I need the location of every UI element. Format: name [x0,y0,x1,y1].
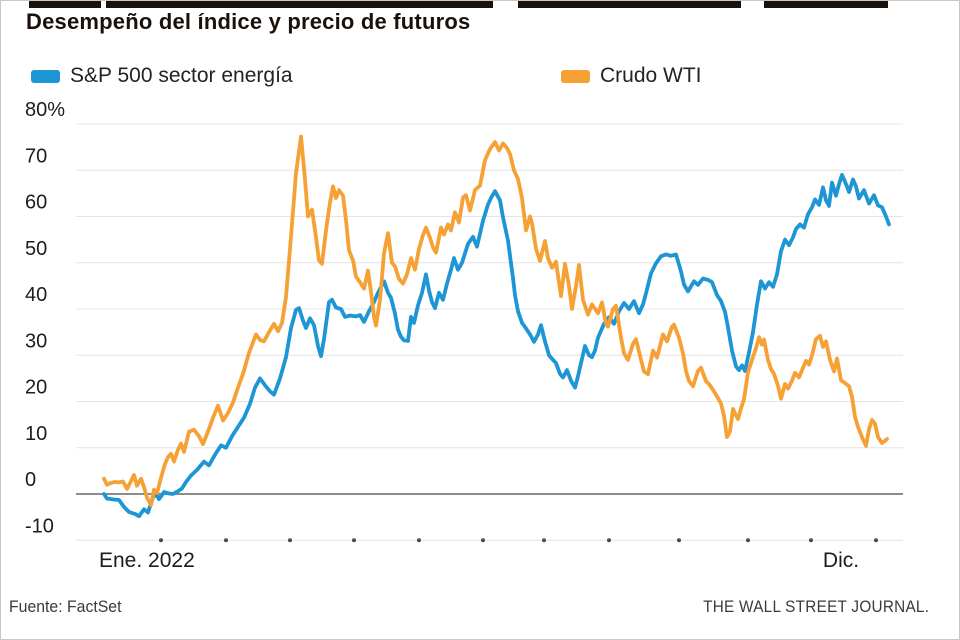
y-axis-tick-label: 40 [25,284,47,306]
x-axis-label-end: Dic. [822,549,860,572]
x-axis-tick-dot [224,538,228,543]
y-axis-tick-label: 80% [25,99,65,121]
y-axis-tick-label: 60 [25,192,47,214]
y-axis-tick-label: 30 [25,330,47,352]
x-axis-tick-dot [352,538,356,543]
legend-label: Crudo WTI [600,64,702,87]
y-axis-tick-label: 20 [25,377,47,399]
x-axis-tick-dot [809,538,813,543]
x-axis-tick-dot [746,538,750,543]
x-axis-tick-dot [874,538,878,543]
series-line-sp500-energy [102,172,891,519]
y-axis-tick-label: -10 [25,515,54,537]
x-axis-tick-dot [677,538,681,543]
legend-swatch-blue-icon [31,69,60,83]
x-axis-tick-dot [542,538,546,543]
wsj-credit: THE WALL STREET JOURNAL. [702,597,929,616]
page-title: Desempeño del índice y precio de futuros [26,9,471,34]
source-note: Fuente: FactSet [9,597,122,616]
legend-label: S&P 500 sector energía [70,64,293,87]
legend-swatch-orange-icon [561,69,590,83]
y-axis-tick-label: 10 [25,423,47,445]
x-axis-tick-dot [481,538,485,543]
x-axis-tick-dot [288,538,292,543]
x-axis-tick-dot [159,538,163,543]
legend-item-sp500-energy: S&P 500 sector energía [31,64,293,88]
y-axis-tick-label: 70 [25,145,47,167]
x-axis-tick-dot [417,538,421,543]
x-axis-label-start: Ene. 2022 [99,549,195,572]
x-axis-tick-dot [607,538,611,543]
legend-item-wti-crude: Crudo WTI [561,64,702,88]
y-axis-tick-label: 50 [25,238,47,260]
series-line-wti-crude [102,134,889,508]
y-axis-tick-label: 0 [25,469,36,491]
